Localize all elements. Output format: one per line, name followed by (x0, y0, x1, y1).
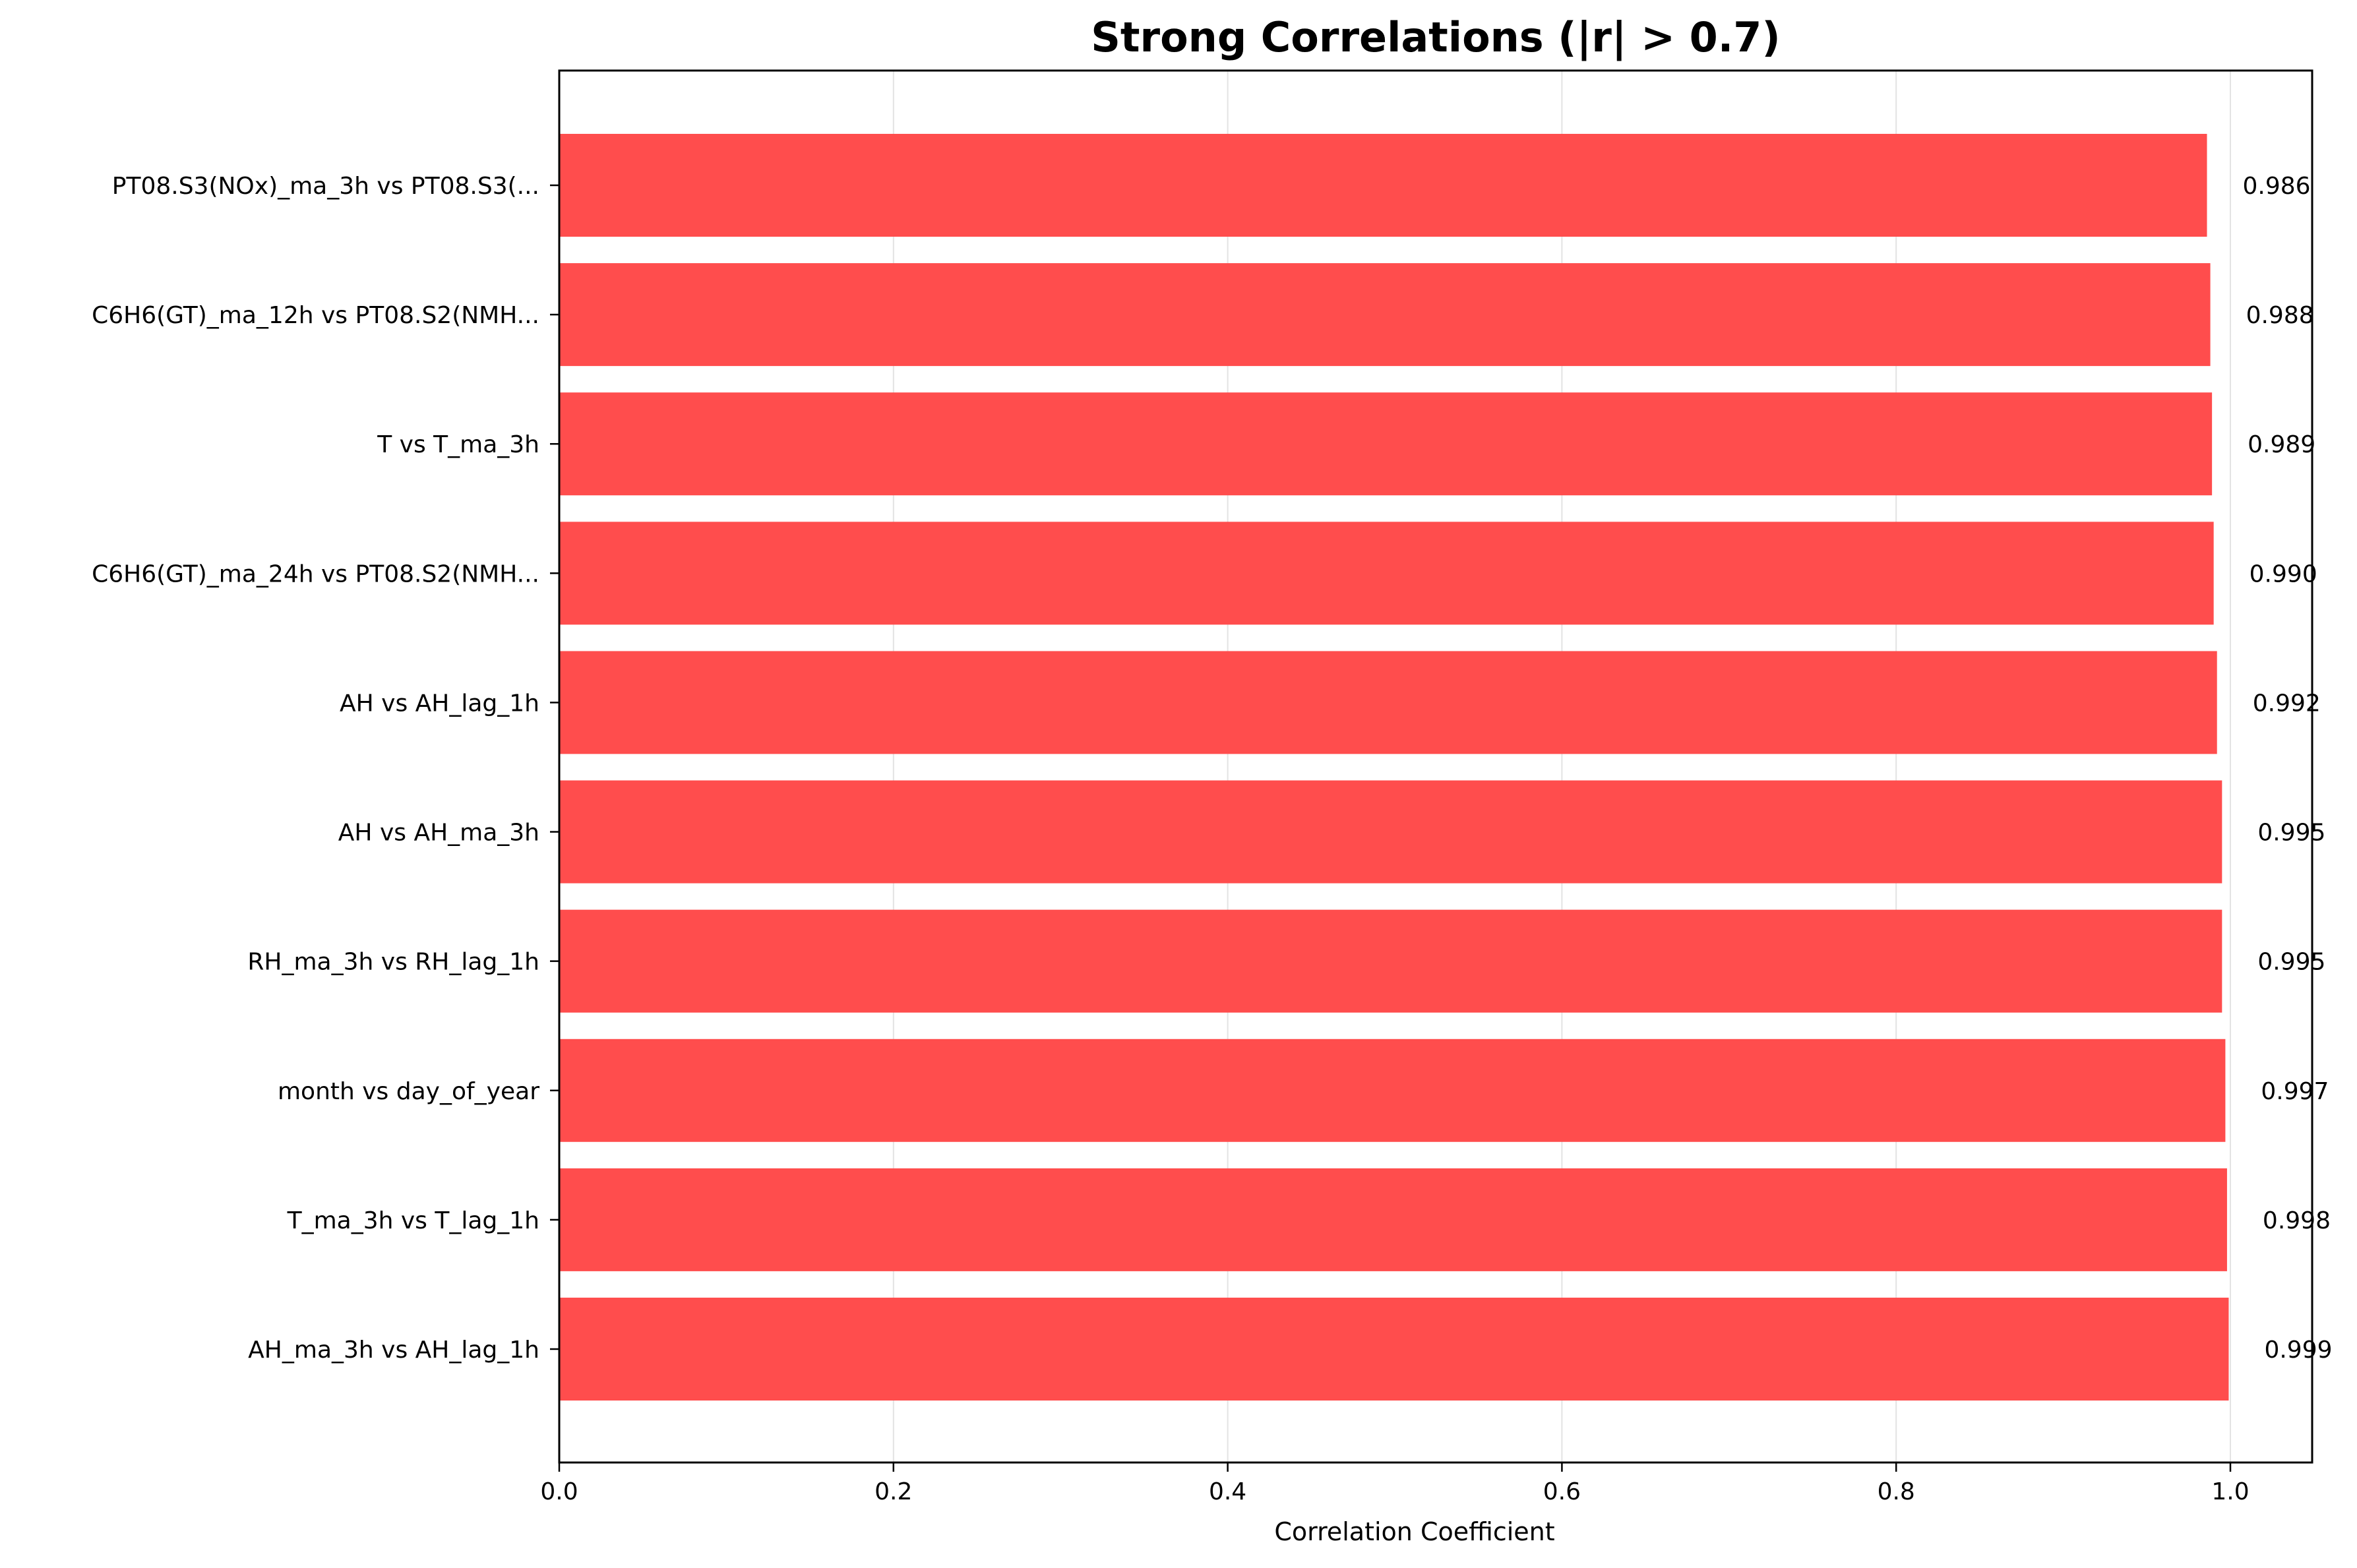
x-tick-label: 0.2 (874, 1478, 912, 1505)
y-tick-label: AH vs AH_lag_1h (340, 690, 539, 717)
bar-value-label: 0.992 (2253, 690, 2321, 717)
bar-value-label: 0.995 (2257, 820, 2325, 847)
bar-value-label: 0.989 (2248, 431, 2315, 458)
bar-value-label: 0.990 (2250, 560, 2317, 588)
bar (559, 1298, 2229, 1401)
bar (559, 263, 2211, 367)
bar (559, 1168, 2227, 1271)
bar (559, 522, 2214, 625)
bar-value-label: 0.986 (2243, 173, 2311, 200)
y-tick-label: AH_ma_3h vs AH_lag_1h (248, 1337, 539, 1364)
bar (559, 134, 2207, 237)
x-tick-label: 0.0 (540, 1478, 578, 1505)
bar-value-label: 0.995 (2257, 949, 2325, 976)
tick-layer: 0.0 0.2 0.4 0.6 0.8 1.0 (540, 184, 2250, 1505)
y-tick-label: C6H6(GT)_ma_24h vs PT08.S2(NMH... (92, 560, 539, 588)
y-tick-label: PT08.S3(NOx)_ma_3h vs PT08.S3(... (112, 173, 539, 200)
bar (559, 651, 2217, 754)
y-tick-label: C6H6(GT)_ma_12h vs PT08.S2(NMH... (92, 302, 539, 329)
y-tick-label: month vs day_of_year (278, 1078, 539, 1105)
y-tick-label: T vs T_ma_3h (377, 431, 539, 458)
bar (559, 392, 2213, 496)
x-tick-label: 0.4 (1209, 1478, 1246, 1505)
bar-value-label: 0.999 (2264, 1337, 2332, 1364)
bar-value-label: 0.998 (2263, 1207, 2331, 1234)
plot-area-frame (558, 69, 2313, 1464)
label-layer: PT08.S3(NOx)_ma_3h vs PT08.S3(... 0.986 C6… (92, 173, 2332, 1364)
bar-value-label: 0.997 (2261, 1078, 2329, 1105)
y-tick-label: AH vs AH_ma_3h (338, 820, 539, 847)
bar-value-label: 0.988 (2246, 302, 2314, 329)
bar (559, 780, 2222, 884)
x-tick-label: 0.8 (1878, 1478, 1915, 1505)
x-tick-label: 0.6 (1543, 1478, 1581, 1505)
x-axis-label: Correlation Coefficient (1274, 1517, 1554, 1546)
chart-title: Strong Correlations (|r| > 0.7) (1091, 13, 1781, 62)
y-tick-label: T_ma_3h vs T_lag_1h (287, 1207, 539, 1234)
y-tick-label: RH_ma_3h vs RH_lag_1h (247, 949, 539, 976)
bar (559, 909, 2222, 1013)
bar (559, 1039, 2226, 1142)
bar-layer (559, 134, 2229, 1401)
x-tick-label: 1.0 (2211, 1478, 2249, 1505)
